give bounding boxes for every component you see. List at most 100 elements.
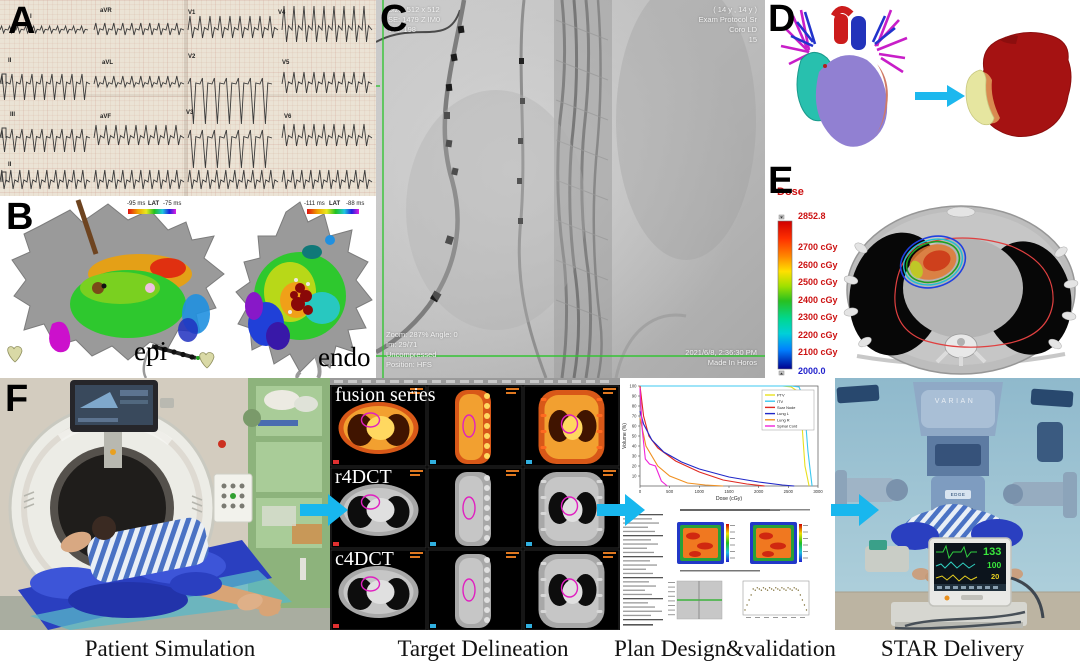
- epi-lat-label: LAT: [148, 201, 160, 207]
- svg-text:90: 90: [632, 394, 637, 399]
- gantry-monitor: [70, 380, 158, 468]
- panel-b-maps: -95 ms LAT -75 ms -111 ms LAT -88 ms epi…: [0, 196, 376, 380]
- ecg-lead-label: V4: [278, 10, 286, 16]
- dose-tick-label: 2100 cGy: [798, 347, 838, 357]
- star-delivery-photo: VARIAN EDGE 133 100 20: [835, 378, 1080, 630]
- ceiling-imager-pods: [836, 384, 1074, 462]
- endo-caption: endo: [318, 342, 371, 372]
- dose-tick-label: 2200 cGy: [798, 329, 838, 340]
- epi-lat-min: -95 ms: [127, 201, 146, 207]
- patient-simulation-photo: F: [0, 378, 330, 630]
- svg-text:40: 40: [632, 444, 637, 449]
- arrow-right-icon: [915, 85, 965, 107]
- endo-lat-label: LAT: [329, 201, 341, 207]
- dose-wash: [899, 235, 967, 289]
- heart-contour: [894, 237, 1054, 348]
- dvh-series-lung-r: [639, 417, 724, 487]
- svg-text:3000: 3000: [813, 489, 823, 494]
- fluoroscopy-image: [374, 0, 765, 379]
- epi-map: [11, 199, 225, 379]
- panel-f-label: F: [5, 378, 29, 420]
- epi-lat-colorbar: [128, 209, 176, 214]
- dvh-and-qa-report: 0 500 1000 1500 2000 2500 3000 10 20 30 40 50 60 70 80…: [622, 384, 823, 626]
- svg-text:2500: 2500: [784, 489, 794, 494]
- fluoro-info-bottomright: 2021/6/8, 2:36:30 PM Made In Horos: [685, 348, 757, 367]
- dose-min-value: 2000.0: [798, 366, 826, 376]
- ecg-lead-label: V1: [188, 10, 196, 16]
- ecg-lead-label: III: [10, 112, 16, 118]
- linac-model-label: EDGE: [950, 492, 966, 497]
- catheters: [374, 0, 687, 379]
- ct-view-cell: [427, 385, 523, 467]
- dvh-series-lung-l: [639, 410, 795, 487]
- ct-series-grid: [330, 378, 620, 631]
- monitor-resp: 20: [991, 572, 1000, 581]
- caption-plan-design: Plan Design&validation: [614, 636, 836, 661]
- svg-text:0: 0: [639, 489, 642, 494]
- ct-view-cell: [330, 549, 427, 631]
- target-delineation-grid: fusion series r4DCT c4DCT: [330, 378, 620, 631]
- svg-text:Scar Node: Scar Node: [777, 405, 795, 410]
- epi-lat-max: -75 ms: [163, 201, 182, 207]
- ecg-lead-label: V5: [282, 60, 290, 66]
- ct-row-label-fusion: fusion series: [335, 384, 436, 406]
- svg-text:Dose (cGy): Dose (cGy): [716, 496, 743, 502]
- dose-ct-slice: [777, 205, 1079, 376]
- svg-text:50: 50: [632, 434, 637, 439]
- ct-view-cell: [523, 549, 620, 631]
- vitals-monitor: [891, 537, 1045, 630]
- dose-max-value: 2852.8: [798, 211, 826, 221]
- svg-text:Lung L: Lung L: [777, 411, 790, 416]
- endo-map: [235, 201, 373, 380]
- svg-text:20: 20: [632, 464, 637, 469]
- electroanatomical-maps: [7, 199, 373, 380]
- panel-c-label: C: [380, 0, 408, 40]
- heart-icon: [199, 352, 215, 369]
- panel-d-heart-models: D: [765, 0, 1080, 160]
- svg-text:1000: 1000: [695, 489, 705, 494]
- dose-tick-label: 2400 cGy: [798, 294, 838, 305]
- ecg-lead-label: II: [8, 162, 12, 168]
- svg-text:1500: 1500: [724, 489, 734, 494]
- ct-view-cell: [427, 549, 523, 631]
- dose-tick-label: 2500 cGy: [798, 277, 838, 287]
- ecg-lead-label: aVR: [100, 8, 112, 14]
- epi-caption: epi: [134, 336, 167, 366]
- panel-e-dose: Dose 2852.8 2700 cGy 2600 cGy 2500 cGy 2400…: [765, 160, 1080, 378]
- dose-scale-title: Dose: [777, 186, 804, 198]
- svg-text:Lung R: Lung R: [777, 417, 790, 422]
- linac-brand-label: VARIAN: [934, 398, 976, 405]
- panel-a-label: A: [8, 0, 36, 42]
- fluoro-info-topleft: Size: 512 x 512 SE: 1479 Z IM0 WL: 198: [388, 5, 441, 34]
- ecg-tracing: [0, 0, 376, 196]
- linac-room-photo: [835, 378, 1080, 630]
- caption-patient-simulation: Patient Simulation: [84, 636, 256, 661]
- vertebra: [935, 333, 987, 366]
- panel-c-fluoroscopy: Size: 512 x 512 SE: 1479 Z IM0 WL: 198 (…: [374, 0, 765, 379]
- ct-view-cell: [330, 385, 427, 467]
- ct-view-cell: [330, 467, 427, 549]
- svg-text:PTV: PTV: [777, 393, 785, 398]
- ecg-lead-label: V6: [284, 114, 292, 120]
- braided-sheath: [554, 0, 612, 379]
- dose-colorbar: [777, 214, 793, 376]
- svg-text:100: 100: [630, 384, 638, 389]
- workflow-arrow-2-icon: [597, 494, 645, 526]
- dvh-series-spinal-cord: [639, 387, 668, 487]
- endo-lat-max: -88 ms: [346, 201, 365, 207]
- fluoro-crosshair: [376, 0, 765, 378]
- ecg-lead-label: V3: [186, 110, 194, 116]
- dvh-series-scar-node: [639, 385, 765, 487]
- fluoro-info-bottomleft: Zoom: 287% Angle: 0 Im: 29/71 Uncompress…: [386, 330, 458, 369]
- svg-text:70: 70: [632, 414, 637, 419]
- heart-icon: [7, 346, 23, 363]
- fluoro-info-topright: ( 14 y , 14 y ) Exam Protocol Sr Coro LD…: [698, 5, 757, 44]
- ct-axial-slice: [843, 205, 1079, 375]
- workflow-arrow-3-icon: [831, 494, 879, 526]
- dose-tick-label: 2300 cGy: [798, 312, 838, 322]
- panel-b-label: B: [6, 196, 34, 238]
- endo-lat-min: -111 ms: [304, 201, 325, 207]
- svg-text:10: 10: [632, 474, 637, 479]
- monitor-heart-rate: 133: [983, 546, 1002, 558]
